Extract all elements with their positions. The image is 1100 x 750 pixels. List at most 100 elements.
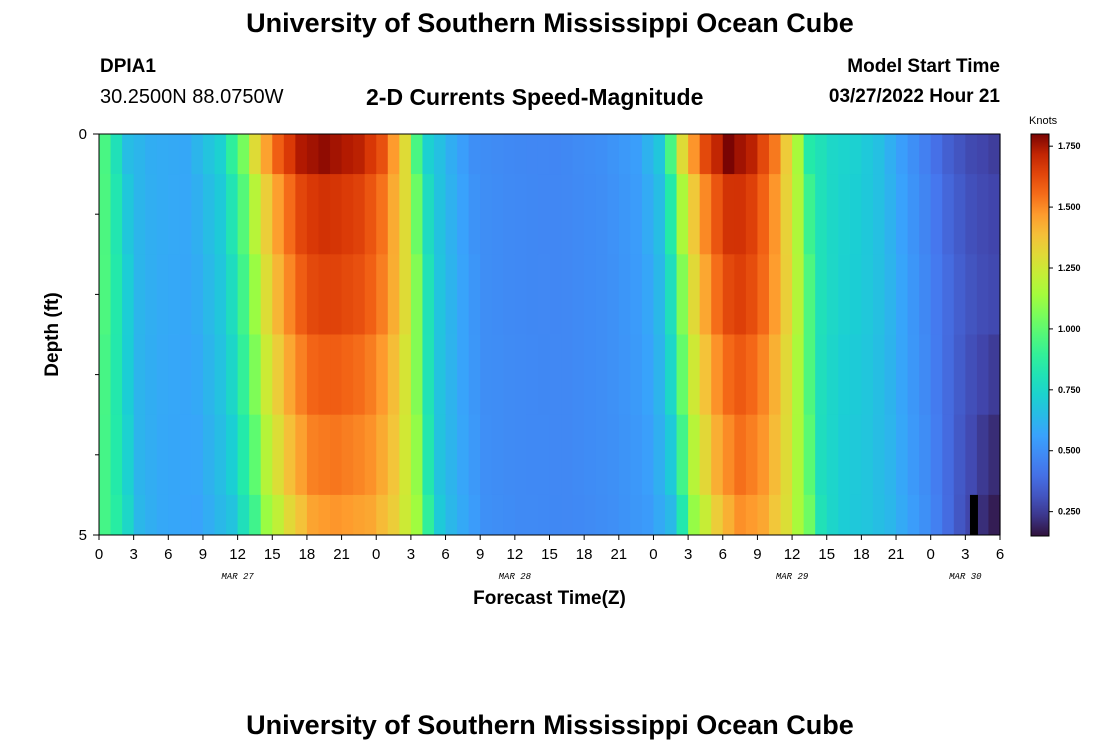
heatmap-cell bbox=[330, 254, 343, 335]
heatmap-cell bbox=[872, 134, 886, 175]
heatmap-cell bbox=[699, 334, 712, 416]
heatmap-cell bbox=[815, 254, 828, 335]
heatmap-cell bbox=[630, 174, 643, 255]
heatmap-cell bbox=[226, 174, 239, 255]
heatmap-cell bbox=[330, 334, 343, 416]
heatmap-cell bbox=[988, 174, 1001, 255]
heatmap-cell bbox=[237, 254, 250, 335]
colorbar-tick-label: 1.000 bbox=[1058, 324, 1081, 334]
heatmap-cell bbox=[826, 334, 839, 416]
heatmap-cell bbox=[179, 414, 193, 496]
y-tick-label: 0 bbox=[79, 126, 87, 143]
heatmap-cell bbox=[468, 254, 481, 335]
heatmap-cell bbox=[272, 134, 285, 175]
x-tick-label: 6 bbox=[441, 546, 449, 563]
heatmap-cell bbox=[688, 334, 701, 416]
heatmap-cell bbox=[433, 174, 447, 255]
heatmap-cell bbox=[353, 134, 366, 175]
heatmap-cell bbox=[572, 334, 585, 416]
x-axis-title: Forecast Time(Z) bbox=[473, 588, 626, 609]
heatmap-cell bbox=[295, 254, 308, 335]
heatmap-cell bbox=[306, 414, 320, 496]
heatmap-cell-min bbox=[969, 494, 978, 535]
heatmap-cell bbox=[838, 254, 851, 335]
heatmap-cell bbox=[202, 494, 216, 536]
heatmap-cell bbox=[99, 134, 112, 175]
heatmap-cell bbox=[295, 334, 308, 416]
x-tick-label: 18 bbox=[299, 546, 316, 563]
heatmap-cell bbox=[861, 334, 874, 416]
heatmap-cell bbox=[780, 254, 793, 335]
heatmap-cell bbox=[526, 134, 539, 175]
heatmap-cell bbox=[145, 174, 158, 255]
heatmap-cell bbox=[861, 134, 874, 175]
heatmap-cell bbox=[976, 174, 990, 255]
heatmap-cell bbox=[976, 494, 990, 536]
heatmap-cell bbox=[584, 134, 597, 175]
heatmap-cell bbox=[826, 414, 839, 496]
heatmap-cell bbox=[537, 134, 551, 175]
colorbar-tick-label: 0.250 bbox=[1058, 507, 1081, 517]
heatmap-cell bbox=[249, 134, 262, 175]
heatmap-cell bbox=[595, 134, 608, 175]
heatmap-cell bbox=[953, 134, 966, 175]
heatmap-cell bbox=[226, 254, 239, 335]
heatmap-cell bbox=[976, 254, 990, 335]
heatmap-cell bbox=[249, 254, 262, 335]
heatmap-cell bbox=[202, 254, 216, 335]
model-start-value: 03/27/2022 Hour 21 bbox=[828, 86, 1000, 107]
heatmap-cell bbox=[815, 134, 828, 175]
heatmap-cell bbox=[202, 134, 216, 175]
heatmap-cell bbox=[249, 494, 262, 536]
heatmap-cell bbox=[815, 174, 828, 255]
heatmap-cell bbox=[283, 334, 296, 416]
station-id: DPIA1 bbox=[100, 56, 156, 77]
heatmap-cell bbox=[607, 334, 620, 416]
heatmap-cell bbox=[561, 134, 574, 175]
heatmap-cell bbox=[168, 174, 181, 255]
heatmap-cell bbox=[341, 174, 354, 255]
heatmap-cell bbox=[457, 414, 470, 496]
heatmap-cell bbox=[537, 334, 551, 416]
heatmap-cell bbox=[364, 414, 377, 496]
heatmap-cell bbox=[561, 174, 574, 255]
heatmap-cell bbox=[572, 414, 585, 496]
heatmap-cell bbox=[514, 174, 527, 255]
x-date-label: MAR 28 bbox=[499, 572, 532, 582]
heatmap-cell bbox=[110, 174, 123, 255]
heatmap-cell bbox=[699, 134, 712, 175]
heatmap-cell bbox=[549, 334, 562, 416]
heatmap-cell bbox=[433, 414, 447, 496]
heatmap-cell bbox=[757, 254, 770, 335]
heatmap-cell bbox=[179, 134, 193, 175]
heatmap-cell bbox=[572, 134, 585, 175]
heatmap-cell bbox=[919, 334, 932, 416]
heatmap-cell bbox=[168, 494, 181, 536]
heatmap-cell bbox=[399, 334, 412, 416]
x-tick-label: 0 bbox=[927, 546, 935, 563]
heatmap-cell bbox=[665, 174, 678, 255]
heatmap-cell bbox=[410, 134, 424, 175]
heatmap-cell bbox=[988, 334, 1001, 416]
heatmap-cell bbox=[676, 174, 689, 255]
x-tick-label: 18 bbox=[853, 546, 870, 563]
heatmap-cell bbox=[376, 494, 389, 536]
heatmap-cell bbox=[514, 254, 527, 335]
heatmap-cell bbox=[653, 334, 666, 416]
heatmap-cell bbox=[838, 414, 851, 496]
heatmap-cell bbox=[665, 134, 678, 175]
heatmap-cell bbox=[133, 414, 146, 496]
heatmap-cell bbox=[122, 494, 135, 536]
heatmap-cell bbox=[792, 174, 805, 255]
heatmap-cell bbox=[549, 134, 562, 175]
heatmap-cell bbox=[318, 254, 331, 335]
heatmap-cell bbox=[988, 414, 1001, 496]
heatmap-cell bbox=[468, 414, 481, 496]
heatmap-cell bbox=[653, 414, 666, 496]
heatmap-cell bbox=[930, 254, 943, 335]
heatmap-cell bbox=[803, 494, 816, 536]
heatmap-cell bbox=[907, 254, 920, 335]
heatmap-cell bbox=[919, 134, 932, 175]
heatmap-cell bbox=[641, 134, 655, 175]
heatmap-cell bbox=[168, 134, 181, 175]
